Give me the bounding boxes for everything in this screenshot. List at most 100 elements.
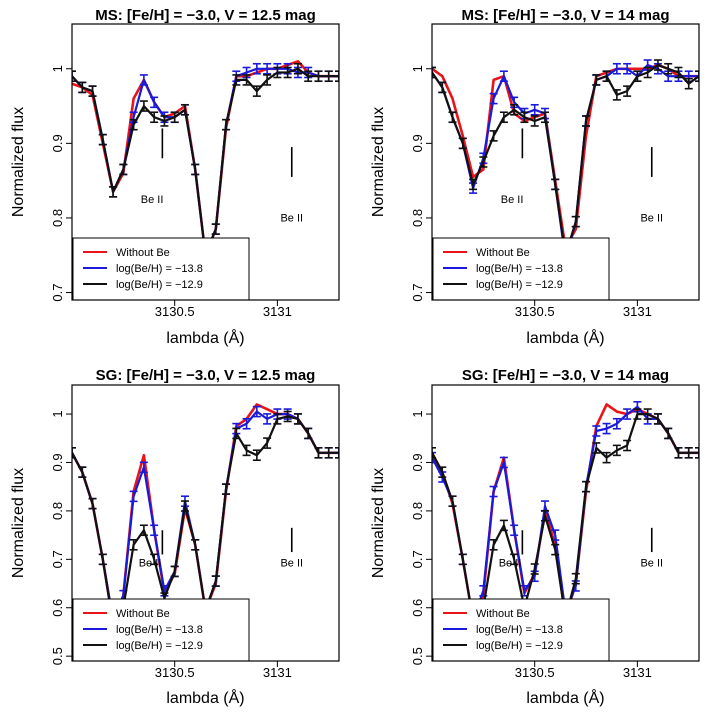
plot-frame	[431, 384, 700, 662]
error-bar	[438, 81, 447, 94]
error-bar	[211, 575, 220, 587]
x-tick-label: 3131	[263, 665, 292, 680]
legend: Without Be log(Be/H) = −13.8 log(Be/H) = −…	[72, 598, 250, 662]
y-tick-label: 0.9	[50, 453, 65, 471]
y-axis-label: Normalized flux	[370, 107, 387, 217]
series-be-12-9-line	[72, 67, 339, 257]
plot-area	[72, 403, 339, 631]
error-bar	[150, 553, 159, 566]
x-axis-label: lambda (Å)	[166, 688, 244, 707]
plot-frame	[431, 23, 700, 301]
be-ii-label: Be II	[139, 558, 162, 570]
error-bar	[129, 490, 138, 503]
y-tick-label: 0.8	[50, 502, 65, 520]
error-bar	[314, 70, 323, 83]
x-tick-label: 3130.5	[155, 304, 195, 319]
error-bar	[582, 480, 591, 493]
error-bar	[612, 89, 621, 101]
y-tick-label: 0.9	[50, 134, 65, 152]
legend-label: log(Be/H) = −12.9	[476, 279, 563, 291]
error-bar	[469, 178, 478, 191]
x-tick-label: 3130.5	[155, 665, 195, 680]
error-bar	[283, 66, 292, 79]
error-bar	[119, 163, 128, 176]
y-tick-label: 0.9	[410, 134, 425, 152]
error-bar	[530, 115, 539, 127]
series-be-12-9-line	[432, 63, 699, 257]
y-tick-label: 0.7	[410, 284, 425, 302]
x-tick-label: 3131	[623, 304, 652, 319]
y-tick-label: 0.9	[410, 453, 425, 471]
error-bar	[242, 417, 251, 430]
chart-title: MS: [Fe/H] = −3.0, V = 12.5 mag	[95, 7, 316, 24]
be-ii-label: Be II	[640, 213, 663, 225]
y-tick-label: 0.8	[410, 502, 425, 520]
series-be-13-8-line	[432, 63, 699, 261]
error-bar	[180, 500, 189, 512]
series-be-12-9-line	[72, 415, 339, 626]
error-bar	[458, 553, 467, 566]
y-tick-label: 1	[410, 65, 425, 72]
chart-title: SG: [Fe/H] = −3.0, V = 14 mag	[462, 367, 669, 384]
error-bar	[664, 427, 673, 440]
legend: Without Be log(Be/H) = −13.8 log(Be/H) = −…	[432, 237, 610, 301]
be-ii-label: Be II	[280, 558, 303, 570]
legend-entry-be-13-8: log(Be/H) = −13.8	[443, 263, 563, 275]
y-tick-label: 0.5	[50, 647, 65, 665]
error-bar	[602, 422, 611, 435]
legend-label: log(Be/H) = −12.9	[116, 640, 203, 652]
error-bar	[232, 427, 241, 440]
error-bar	[695, 70, 699, 83]
error-bar	[263, 74, 272, 86]
error-bar	[674, 66, 683, 79]
x-tick-label: 3130.5	[515, 304, 555, 319]
legend-label: log(Be/H) = −12.9	[116, 279, 203, 291]
series-be-13-8-line	[72, 67, 339, 257]
error-bar	[499, 70, 508, 83]
error-bar	[530, 563, 539, 575]
legend-label: log(Be/H) = −13.8	[116, 624, 203, 636]
error-bar	[432, 446, 436, 459]
error-bar	[510, 103, 519, 116]
plot-area	[432, 400, 699, 626]
legend: Without Be log(Be/H) = −13.8 log(Be/H) = −…	[72, 237, 250, 301]
error-bar	[139, 74, 148, 86]
error-bar	[499, 111, 508, 124]
chart-title: SG: [Fe/H] = −3.0, V = 12.5 mag	[96, 367, 316, 384]
error-bar	[160, 115, 169, 127]
error-bar	[612, 444, 621, 457]
legend-label: log(Be/H) = −13.8	[476, 263, 563, 275]
series-be-13-8-line	[72, 410, 339, 621]
y-tick-label: 0.7	[410, 550, 425, 568]
error-bar	[643, 66, 652, 79]
x-tick-label: 3131	[263, 304, 292, 319]
error-bar	[653, 413, 662, 425]
y-axis-label: Normalized flux	[370, 468, 387, 578]
error-bar	[109, 186, 118, 198]
error-bar	[252, 405, 261, 418]
chart-panel-4: SG: [Fe/H] = −3.0, V = 14 mag Be II Be II W…	[370, 367, 700, 707]
be-ii-label: Be II	[499, 558, 522, 570]
legend-label: log(Be/H) = −13.8	[116, 263, 203, 275]
chart-panel-1: MS: [Fe/H] = −3.0, V = 12.5 mag Be II Be I…	[10, 7, 340, 347]
error-bar	[499, 519, 508, 532]
y-tick-label: 0.7	[50, 550, 65, 568]
error-bar	[191, 163, 200, 176]
error-bar	[592, 425, 601, 437]
error-bar	[520, 111, 529, 124]
error-bar	[695, 446, 699, 459]
error-bar	[314, 446, 323, 459]
error-bar	[324, 70, 333, 83]
chart-title: MS: [Fe/H] = −3.0, V = 14 mag	[462, 7, 670, 24]
error-bar	[180, 103, 189, 116]
error-bar	[489, 538, 498, 551]
legend-label: Without Be	[476, 247, 530, 259]
error-bar	[72, 446, 76, 459]
series-be-12-9-line	[432, 413, 699, 621]
error-bar	[98, 553, 107, 566]
error-bar	[293, 62, 302, 75]
legend-entry-without-be: Without Be	[443, 247, 530, 259]
error-bar	[263, 62, 272, 75]
legend-entry-be-12-9: log(Be/H) = −12.9	[83, 279, 203, 291]
error-bar	[633, 70, 642, 83]
